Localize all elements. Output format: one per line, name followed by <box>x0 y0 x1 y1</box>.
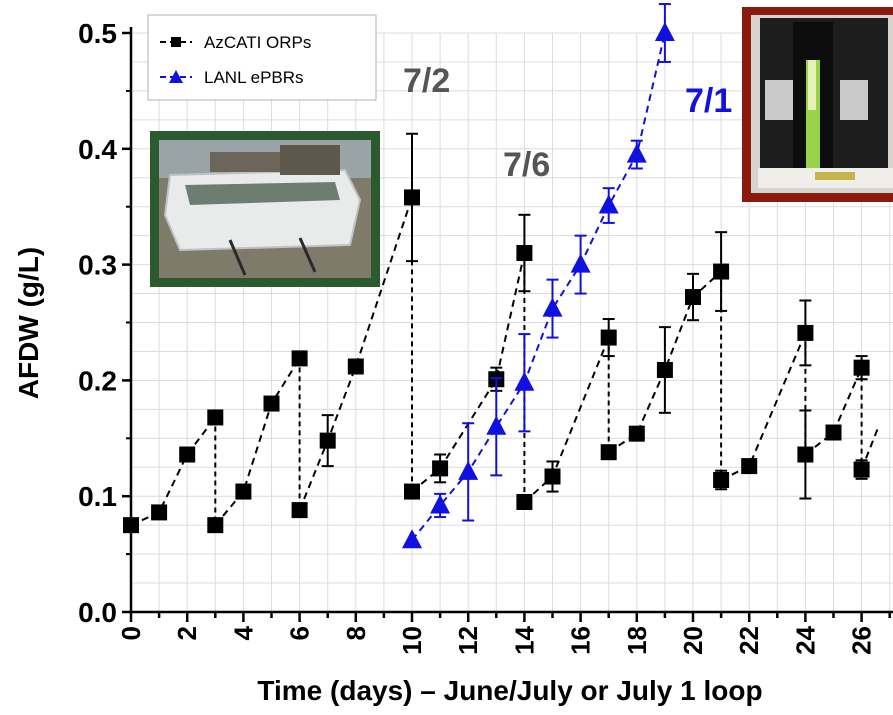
legend-item-azcati: AzCATI ORPs <box>160 33 311 52</box>
x-tick-label: 10 <box>397 626 427 655</box>
x-tick-label: 24 <box>790 625 820 654</box>
annotation-7-1: 7/1 <box>685 82 732 120</box>
data-point-square <box>347 358 364 375</box>
y-tick-label: 0.3 <box>78 250 117 281</box>
series-line <box>298 197 413 511</box>
data-point-square <box>432 460 449 477</box>
ticks: 0.00.10.20.30.40.50 2 4 6 8 10 12 14 16 18 20 22 24 2… <box>78 18 891 655</box>
data-point-triangle <box>458 460 479 480</box>
series-line <box>608 270 722 454</box>
annotation-7-6: 7/6 <box>503 146 550 184</box>
pond-photo-inset <box>150 131 380 287</box>
data-point-square <box>207 517 224 534</box>
data-point-square <box>516 245 533 262</box>
series <box>123 3 880 549</box>
legend-label-lanl: LANL ePBRs <box>204 68 304 87</box>
data-point-square <box>544 468 561 485</box>
legend-box <box>147 14 377 101</box>
data-point-square <box>516 493 533 510</box>
data-point-square <box>853 461 870 478</box>
data-point-square <box>825 424 842 441</box>
data-point-square <box>123 517 139 534</box>
data-point-square <box>263 395 280 412</box>
x-tick-label: 8 <box>341 626 371 640</box>
data-point-square <box>713 471 730 488</box>
y-axis-title: AFDW (g/L) <box>13 247 44 399</box>
axes <box>129 27 893 614</box>
y-tick-label: 0.4 <box>78 134 117 165</box>
data-point-square <box>235 483 252 500</box>
data-point-square <box>853 359 870 376</box>
data-point-square <box>291 502 308 519</box>
x-tick-label: 6 <box>285 626 315 640</box>
series-line <box>860 426 880 470</box>
data-point-square <box>600 329 617 346</box>
legend-triangle-marker <box>169 70 183 83</box>
x-tick-label: 2 <box>172 626 202 640</box>
data-point-square <box>713 263 730 280</box>
annotation-7-2: 7/2 <box>403 62 450 100</box>
series-0 <box>123 132 880 534</box>
data-point-triangle <box>570 253 591 273</box>
data-point-triangle <box>402 529 422 549</box>
data-point-square <box>797 324 814 341</box>
data-point-triangle <box>654 22 675 41</box>
data-point-square <box>685 289 701 306</box>
data-point-square <box>797 446 814 463</box>
series-line <box>130 416 217 527</box>
data-point-square <box>656 361 673 378</box>
data-point-square <box>179 446 196 463</box>
x-axis-title: Time (days) – June/July or July 1 loop <box>257 675 762 706</box>
x-tick-label: 12 <box>453 626 483 655</box>
series-line <box>214 357 301 526</box>
series-1 <box>402 3 675 549</box>
series-line <box>411 32 666 541</box>
photobioreactor-photo-inset <box>742 7 893 202</box>
data-point-square <box>741 458 758 475</box>
y-tick-label: 0.5 <box>78 18 117 49</box>
x-tick-label: 16 <box>566 626 596 655</box>
x-tick-label: 0 <box>116 626 146 640</box>
data-point-square <box>207 409 224 426</box>
legend-label-azcati: AzCATI ORPs <box>204 33 311 52</box>
data-point-triangle <box>430 494 451 514</box>
data-point-triangle <box>514 371 535 391</box>
x-tick-label: 4 <box>228 625 258 640</box>
data-point-square <box>404 189 420 206</box>
y-tick-label: 0.1 <box>78 481 117 512</box>
x-tick-label: 26 <box>847 626 877 655</box>
data-point-square <box>600 444 617 461</box>
data-point-square <box>319 432 336 449</box>
y-tick-label: 0.2 <box>78 365 117 396</box>
y-tick-label: 0.0 <box>78 597 117 628</box>
x-tick-label: 22 <box>734 626 764 655</box>
legend-square-marker <box>171 37 181 47</box>
data-point-triangle <box>598 194 619 214</box>
series-line <box>720 332 807 481</box>
data-point-triangle <box>542 297 563 317</box>
legend: AzCATI ORPs LANL ePBRs <box>147 14 377 101</box>
data-point-square <box>404 483 420 500</box>
x-tick-label: 14 <box>509 625 539 654</box>
legend-item-lanl: LANL ePBRs <box>160 68 304 87</box>
x-tick-label: 20 <box>678 626 708 655</box>
data-point-square <box>628 425 645 442</box>
data-point-triangle <box>486 415 507 435</box>
x-tick-label: 18 <box>622 626 652 655</box>
data-point-square <box>151 504 168 521</box>
data-point-square <box>291 350 308 367</box>
data-point-triangle <box>626 143 647 163</box>
series-line <box>523 337 610 503</box>
